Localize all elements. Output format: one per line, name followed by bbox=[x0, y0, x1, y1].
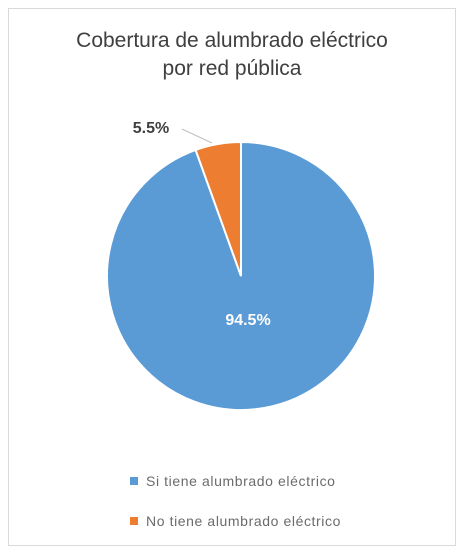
legend-swatch-si bbox=[130, 477, 138, 485]
legend-label-si: Si tiene alumbrado eléctrico bbox=[146, 473, 336, 489]
chart-title-line-1: Cobertura de alumbrado eléctrico bbox=[76, 29, 388, 52]
chart-frame: Cobertura de alumbrado eléctrico por red… bbox=[8, 8, 456, 546]
legend-item-si: Si tiene alumbrado eléctrico bbox=[130, 470, 341, 492]
chart-title-line-2: por red pública bbox=[162, 57, 302, 80]
legend: Si tiene alumbrado eléctrico No tiene al… bbox=[130, 470, 341, 550]
slice-label-si: 94.5% bbox=[225, 312, 270, 329]
slice-label-no: 5.5% bbox=[133, 120, 169, 137]
pie-slice-no bbox=[194, 140, 242, 277]
legend-item-no: No tiene alumbrado eléctrico bbox=[130, 510, 341, 532]
chart-title: Cobertura de alumbrado eléctrico por red… bbox=[9, 27, 455, 83]
leader-line bbox=[181, 128, 213, 144]
legend-swatch-no bbox=[130, 517, 138, 525]
legend-label-no: No tiene alumbrado eléctrico bbox=[146, 513, 342, 529]
